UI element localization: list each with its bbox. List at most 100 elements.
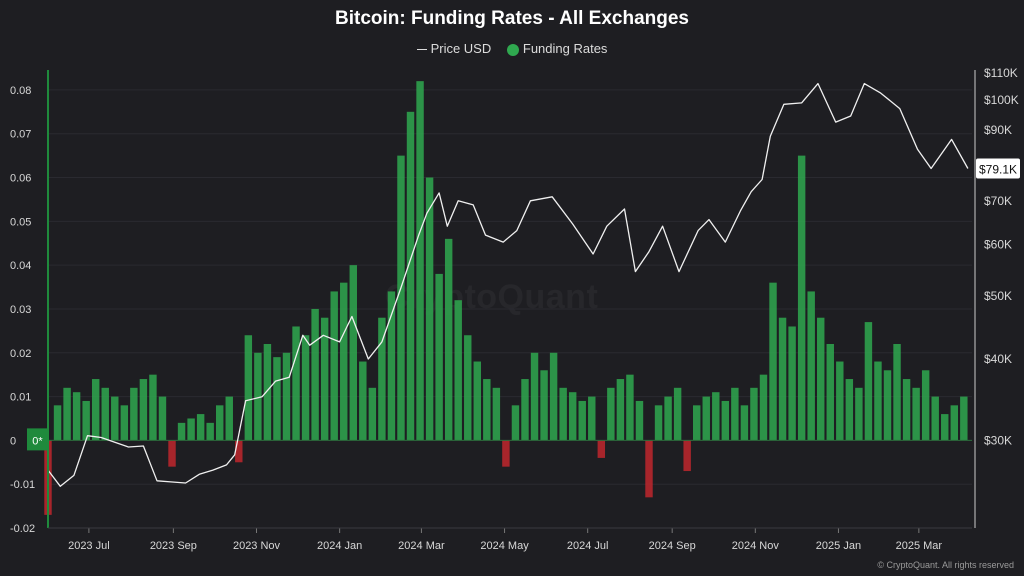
- funding-rate-bar: [540, 370, 548, 441]
- left-axis-tick-label: 0.02: [10, 348, 31, 360]
- funding-rate-bar: [235, 440, 243, 463]
- right-axis-tick-label: $90K: [984, 123, 1012, 137]
- left-axis-tick-label: -0.01: [10, 479, 35, 491]
- funding-rate-bar: [139, 379, 148, 441]
- funding-rate-bar: [588, 396, 596, 441]
- funding-rate-bar: [664, 396, 672, 441]
- funding-rate-bar: [320, 317, 329, 441]
- right-axis-tick-label: $70K: [984, 194, 1012, 208]
- funding-rate-bar: [731, 387, 739, 441]
- funding-rate-bar: [359, 361, 367, 441]
- funding-rate-bar: [444, 238, 453, 441]
- current-funding-badge: [27, 428, 48, 451]
- funding-rate-bar: [692, 405, 701, 441]
- funding-rate-bar: [120, 405, 129, 441]
- funding-rate-bar: [712, 392, 720, 441]
- funding-rate-bar: [149, 374, 157, 441]
- left-axis-tick-label: 0.03: [10, 304, 31, 316]
- funding-rate-bar: [836, 361, 844, 441]
- funding-rate-bar: [254, 352, 262, 441]
- funding-rate-bar: [483, 379, 491, 441]
- current-funding-label: 0*: [32, 435, 43, 447]
- funding-rate-bar: [187, 418, 195, 441]
- funding-rate-bar: [454, 300, 462, 441]
- funding-rate-bar: [845, 379, 854, 441]
- funding-rate-bar: [902, 379, 911, 441]
- x-axis-tick-label: 2023 Nov: [233, 540, 281, 552]
- price-series: [47, 82, 969, 487]
- funding-rate-bar: [750, 387, 758, 441]
- funding-rate-bar: [82, 400, 90, 441]
- funding-rate-bar: [130, 387, 138, 441]
- right-axis-tick-label: $110K: [984, 66, 1018, 80]
- x-axis-tick-label: 2024 Sep: [649, 540, 696, 552]
- right-axis-tick-label: $50K: [984, 289, 1012, 303]
- price-line-swatch-icon: [416, 49, 427, 51]
- funding-rate-bar: [349, 265, 357, 441]
- funding-rate-bar: [91, 379, 100, 441]
- funding-rate-bar: [502, 440, 510, 467]
- funding-rate-bar: [530, 352, 539, 441]
- left-axis-tick-label: 0.07: [10, 129, 31, 141]
- funding-rate-bar: [492, 387, 501, 441]
- funding-rate-bar: [72, 392, 81, 441]
- right-axis-tick-label: $100K: [984, 93, 1019, 107]
- x-axis-tick-label: 2024 Jul: [567, 540, 609, 552]
- funding-rate-bar: [63, 387, 71, 441]
- copyright-credit: © CryptoQuant. All rights reserved: [877, 560, 1014, 570]
- funding-rate-bar: [177, 422, 186, 441]
- x-axis-tick-label: 2025 Jan: [816, 540, 861, 552]
- left-axis-tick-label: -0.02: [10, 523, 35, 535]
- funding-rate-bar: [921, 370, 930, 441]
- funding-rate-bar: [874, 361, 882, 441]
- funding-rate-bar: [521, 379, 529, 441]
- left-axis-tick-label: 0.04: [10, 260, 31, 272]
- funding-rate-bar: [769, 282, 777, 441]
- funding-rate-bar: [807, 291, 815, 441]
- funding-rate-bar: [645, 440, 653, 498]
- right-axis-tick-label: $60K: [984, 237, 1012, 251]
- funding-rate-bar: [406, 111, 415, 441]
- x-axis-tick-label: 2025 Mar: [896, 540, 943, 552]
- funding-rate-bar: [330, 291, 338, 441]
- legend-price-label: Price USD: [430, 41, 492, 57]
- funding-rate-bar: [53, 405, 62, 441]
- funding-rate-bar: [778, 317, 787, 441]
- funding-rate-bar: [788, 326, 796, 441]
- funding-rate-bar: [559, 387, 567, 441]
- funding-rate-bar: [683, 440, 691, 472]
- funding-rate-bar: [111, 396, 119, 441]
- funding-rate-bar: [206, 422, 214, 441]
- funding-rate-bar: [435, 273, 443, 441]
- left-axis-tick-label: 0.01: [10, 392, 31, 404]
- left-axis-tick-label: 0.08: [10, 85, 31, 97]
- funding-rate-bar: [473, 361, 482, 441]
- funding-rate-bar: [263, 344, 272, 441]
- funding-rate-bar: [511, 405, 520, 441]
- funding-dot-swatch-icon: [506, 43, 519, 56]
- legend-item-funding[interactable]: Funding Rates: [506, 41, 607, 56]
- funding-rate-bar: [817, 317, 825, 441]
- funding-rate-bar: [578, 400, 586, 441]
- x-axis-tick-label: 2024 Nov: [732, 540, 780, 552]
- funding-rate-bar: [826, 344, 834, 441]
- funding-rate-bar: [101, 387, 109, 441]
- right-axis-tick-label: $40K: [984, 352, 1012, 366]
- chart-legend: Price USD Funding Rates: [0, 40, 1024, 56]
- current-price-label: $79.1K: [979, 162, 1017, 176]
- funding-rate-bar: [196, 414, 205, 441]
- chart-title: Bitcoin: Funding Rates - All Exchanges: [335, 8, 689, 29]
- funding-rate-bar: [654, 405, 663, 441]
- current-price-badge: [976, 158, 1020, 179]
- price-line: [47, 82, 969, 487]
- funding-rate-bar: [864, 322, 873, 441]
- legend-item-price[interactable]: Price USD: [416, 41, 492, 57]
- funding-rate-bar: [797, 155, 806, 441]
- x-axis-tick-label: 2023 Jul: [68, 540, 110, 552]
- funding-rate-bar: [673, 387, 682, 441]
- funding-rate-bar: [549, 352, 558, 441]
- chart-axes: 0.08 0.07 0.06 0.05 0.04 0.03 0.02 0.01 0 -0.01 -0…: [10, 66, 1020, 552]
- funding-rate-bar: [282, 352, 291, 441]
- funding-rate-bar: [960, 396, 968, 441]
